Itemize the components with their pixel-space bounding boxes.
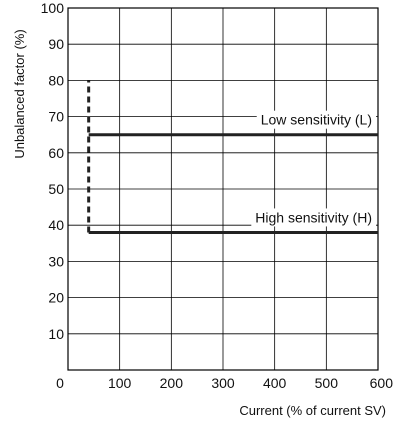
y-tick-label: 100 bbox=[41, 0, 65, 16]
grid bbox=[68, 8, 378, 370]
plot-frame bbox=[67, 7, 379, 371]
y-tick-label: 70 bbox=[48, 109, 64, 125]
series-label-background bbox=[256, 110, 376, 129]
y-axis-ticks: 10 20 30 40 50 60 70 80 90 100 bbox=[41, 0, 65, 342]
y-tick-label: 40 bbox=[48, 217, 64, 233]
x-tick-label: 100 bbox=[108, 375, 132, 391]
series-label-background bbox=[251, 208, 376, 227]
x-tick-label: 500 bbox=[315, 375, 339, 391]
y-tick-label: 80 bbox=[48, 72, 64, 88]
x-axis-label: Current (% of current SV) bbox=[239, 403, 386, 418]
series-labels: Low sensitivity (L) High sensitivity (H) bbox=[251, 110, 376, 227]
y-tick-label: 20 bbox=[48, 290, 64, 306]
x-tick-label: 300 bbox=[211, 375, 235, 391]
x-tick-label: 600 bbox=[370, 375, 394, 391]
y-tick-label: 30 bbox=[48, 253, 64, 269]
series-label-low: Low sensitivity (L) bbox=[261, 112, 372, 128]
series-label-high: High sensitivity (H) bbox=[255, 209, 372, 225]
x-axis-ticks: 0 100 200 300 400 500 600 bbox=[56, 375, 393, 391]
y-tick-label: 50 bbox=[48, 181, 64, 197]
x-tick-label: 200 bbox=[160, 375, 184, 391]
y-axis-label: Unbalanced factor (%) bbox=[12, 29, 27, 158]
y-tick-label: 10 bbox=[48, 326, 64, 342]
series-lines bbox=[88, 133, 378, 234]
y-tick-label: 90 bbox=[48, 36, 64, 52]
x-tick-label: 400 bbox=[263, 375, 287, 391]
x-tick-label: 0 bbox=[56, 375, 64, 391]
y-tick-label: 60 bbox=[48, 145, 64, 161]
